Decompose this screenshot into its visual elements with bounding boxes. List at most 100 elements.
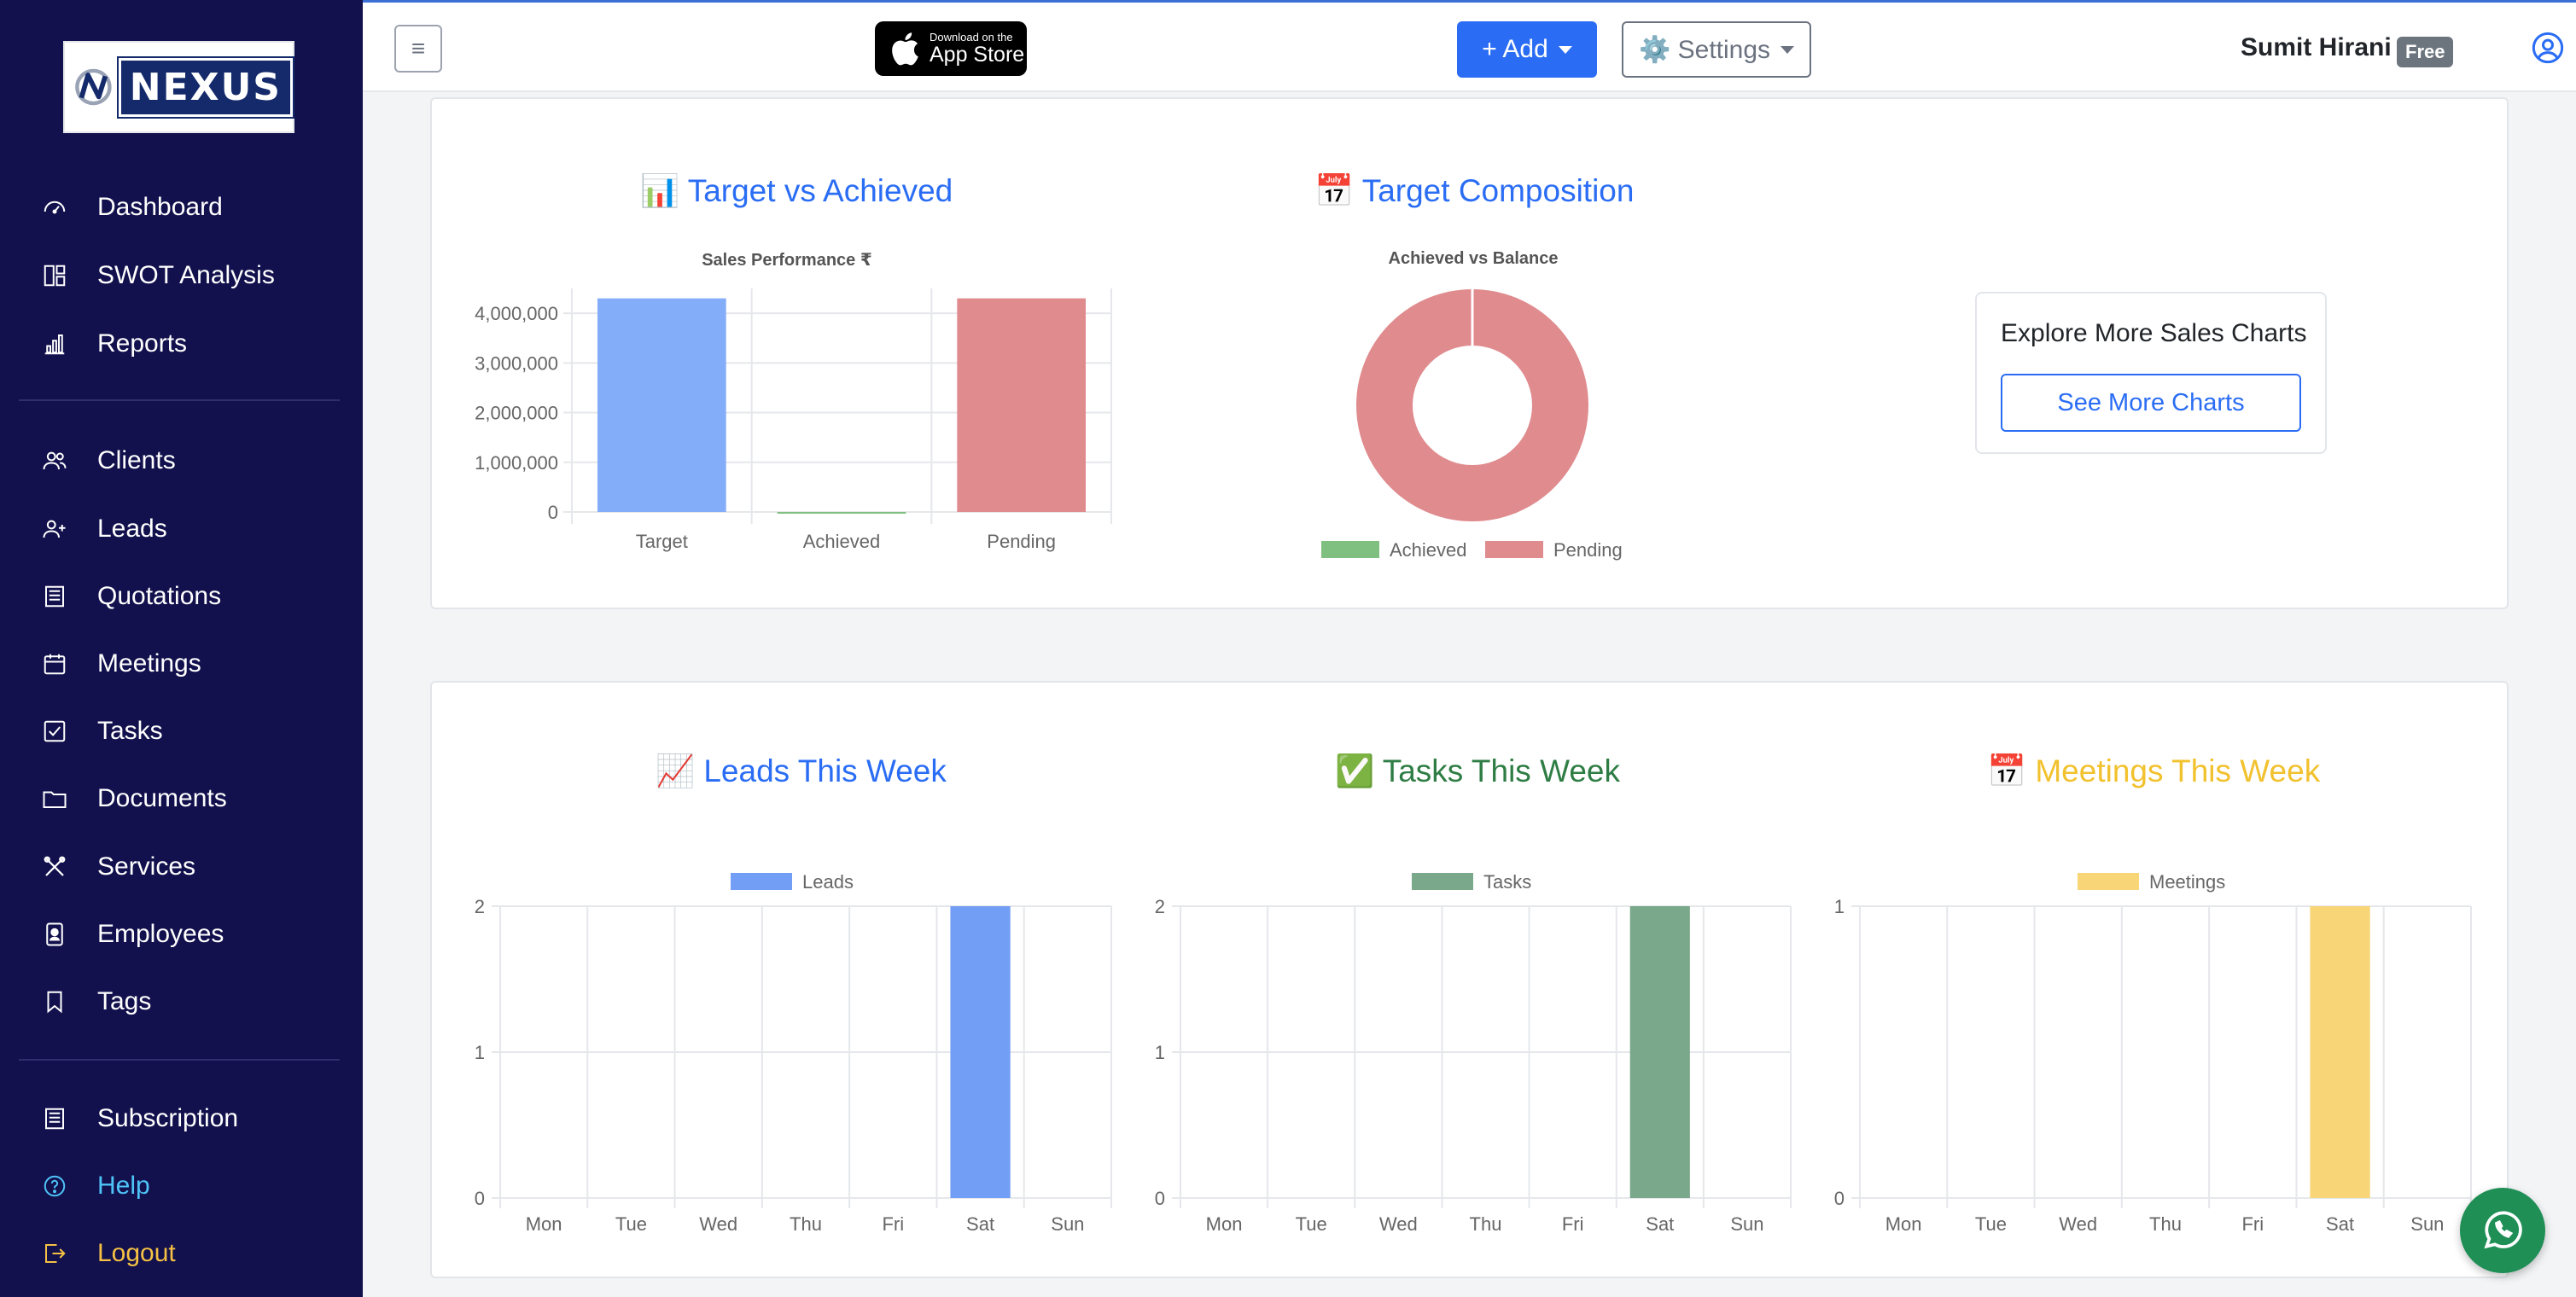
sidebar: NEXUS Dashboard SWOT Analysis Reports Cl… [0,0,363,1297]
gauge-icon [41,194,68,221]
legend-label: Leads [802,871,854,893]
x-tick-label: Thu [1470,1213,1502,1235]
x-tick-label: Wed [699,1213,737,1235]
bar [957,298,1086,512]
calendar-emoji-icon: 📅 [1314,172,1355,209]
nexus-logo-icon [75,68,112,106]
y-tick-label: 0 [475,1188,485,1209]
x-tick-label: Mon [1885,1213,1922,1235]
hamburger-icon: ≡ [411,35,426,61]
tools-icon [41,853,68,881]
bar [597,298,726,512]
y-tick-label: 0 [1155,1188,1165,1209]
bookmark-icon [41,988,68,1015]
y-tick-label: 1 [475,1042,485,1063]
sidebar-item-tasks[interactable]: Tasks [0,704,363,759]
sidebar-item-help[interactable]: Help [0,1159,363,1213]
bar [1629,906,1690,1198]
x-tick-label: Tue [1296,1213,1327,1235]
settings-dropdown-button[interactable]: ⚙️ Settings [1622,21,1811,78]
calendar-icon [41,650,68,678]
app-store-badge[interactable]: Download on the App Store [875,21,1027,76]
appstore-small-text: Download on the [930,31,1013,44]
x-tick-label: Achieved [803,531,881,552]
layout-icon [41,262,68,289]
add-dropdown-button[interactable]: + Add [1457,21,1597,78]
x-tick-label: Tue [1975,1213,2007,1235]
sidebar-item-reports[interactable]: Reports [0,317,363,371]
user-name: Sumit Hirani [2241,33,2392,61]
x-tick-label: Fri [1562,1213,1584,1235]
logout-icon [41,1240,68,1267]
target-composition-heading: 📅 Target Composition [1314,172,1635,209]
chevron-down-icon [1558,45,1572,54]
bar-chart-emoji-icon: 📊 [640,172,680,209]
check-square-icon [41,718,68,745]
users-icon [41,447,68,474]
sidebar-item-label: Employees [97,920,224,948]
legend-swatch-meetings [2078,873,2139,890]
tasks-this-week-heading: ✅ Tasks This Week [1335,753,1620,789]
sidebar-item-label: Leads [97,515,167,543]
sidebar-item-clients[interactable]: Clients [0,433,363,488]
receipt-icon [41,1105,68,1132]
plan-badge: Free [2397,37,2454,67]
legend-swatch-achieved [1321,541,1379,558]
sidebar-item-leads[interactable]: Leads [0,502,363,556]
sidebar-divider [19,399,340,401]
whatsapp-chat-button[interactable] [2460,1188,2545,1273]
y-tick-label: 1,000,000 [475,452,558,474]
see-more-charts-button[interactable]: See More Charts [2001,374,2301,432]
x-tick-label: Wed [2059,1213,2097,1235]
y-tick-label: 3,000,000 [475,352,558,374]
y-tick-label: 2 [475,896,485,917]
sidebar-item-label: Tags [97,987,152,1015]
sidebar-divider [19,1059,340,1061]
sales-charts-card: 📊 Target vs Achieved Sales Performance ₹… [430,97,2509,609]
check-mark-emoji-icon: ✅ [1335,753,1375,789]
chevron-down-icon [1780,45,1795,54]
sidebar-item-meetings[interactable]: Meetings [0,637,363,691]
sidebar-toggle-button[interactable]: ≡ [394,25,442,73]
sidebar-item-label: Meetings [97,649,201,678]
sidebar-item-documents[interactable]: Documents [0,771,363,826]
user-plus-icon [41,515,68,543]
sidebar-item-dashboard[interactable]: Dashboard [0,180,363,235]
brand-logo[interactable]: NEXUS [63,41,295,133]
trend-up-emoji-icon: 📈 [656,753,696,789]
sidebar-item-logout[interactable]: Logout [0,1226,363,1281]
sidebar-item-subscription[interactable]: Subscription [0,1091,363,1146]
whatsapp-icon [2484,1211,2522,1249]
topbar: ≡ Download on the App Store + Add ⚙️ Set… [363,0,2576,92]
y-tick-label: 0 [548,502,558,523]
sidebar-item-quotations[interactable]: Quotations [0,569,363,624]
explore-more-panel: Explore More Sales Charts See More Chart… [1975,292,2327,454]
legend-swatch-pending [1485,541,1543,558]
x-tick-label: Sun [1730,1213,1763,1235]
y-tick-label: 2,000,000 [475,403,558,424]
sales-performance-title: Sales Performance ₹ [702,251,872,270]
x-tick-label: Target [636,531,688,552]
sidebar-item-swot-analysis[interactable]: SWOT Analysis [0,248,363,303]
bar [950,906,1011,1198]
sidebar-item-label: Tasks [97,717,163,745]
meetings-this-week-heading: 📅 Meetings This Week [1987,753,2321,789]
leads-this-week-heading: 📈 Leads This Week [656,753,947,789]
question-circle-icon [41,1172,68,1200]
legend-label: Tasks [1483,871,1531,893]
sidebar-item-employees[interactable]: Employees [0,907,363,962]
target-vs-achieved-heading: 📊 Target vs Achieved [640,172,953,209]
user-profile-icon[interactable] [2531,31,2565,65]
sidebar-item-label: Quotations [97,582,222,610]
x-tick-label: Sat [1646,1213,1674,1235]
sidebar-item-tags[interactable]: Tags [0,974,363,1029]
receipt-icon [41,583,68,610]
x-tick-label: Mon [526,1213,562,1235]
legend-swatch-leads [731,873,792,890]
sidebar-item-services[interactable]: Services [0,840,363,894]
y-tick-label: 1 [1155,1042,1165,1063]
calendar-emoji-icon: 📅 [1987,753,2027,789]
legend-label: Pending [1553,539,1623,561]
sidebar-item-label: Help [97,1172,150,1200]
legend-label: Meetings [2149,871,2225,893]
